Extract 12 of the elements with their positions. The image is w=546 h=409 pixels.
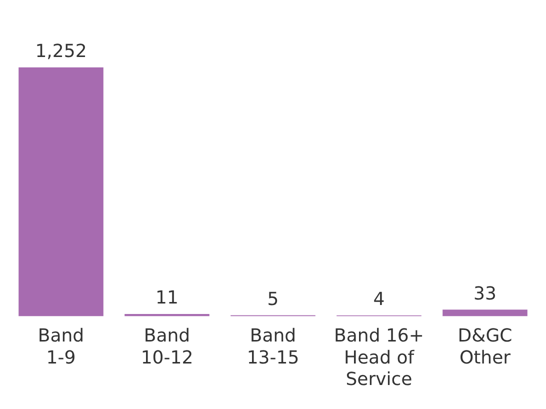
data-label: 4 xyxy=(373,289,385,310)
x-tick-label: Band 10-12 xyxy=(140,326,194,368)
data-label: 5 xyxy=(267,288,279,310)
bar xyxy=(442,310,528,316)
data-label: 11 xyxy=(156,288,178,309)
data-label: 1,252 xyxy=(35,41,87,62)
x-tick-label: Band 1-9 xyxy=(38,326,84,368)
x-tick-label: D&GC Other xyxy=(458,326,512,368)
data-label: 33 xyxy=(474,283,496,304)
x-tick-label: Band 13-15 xyxy=(246,326,300,368)
bar xyxy=(18,67,104,316)
x-tick-label: Band 16+ Head of Service xyxy=(334,326,424,390)
